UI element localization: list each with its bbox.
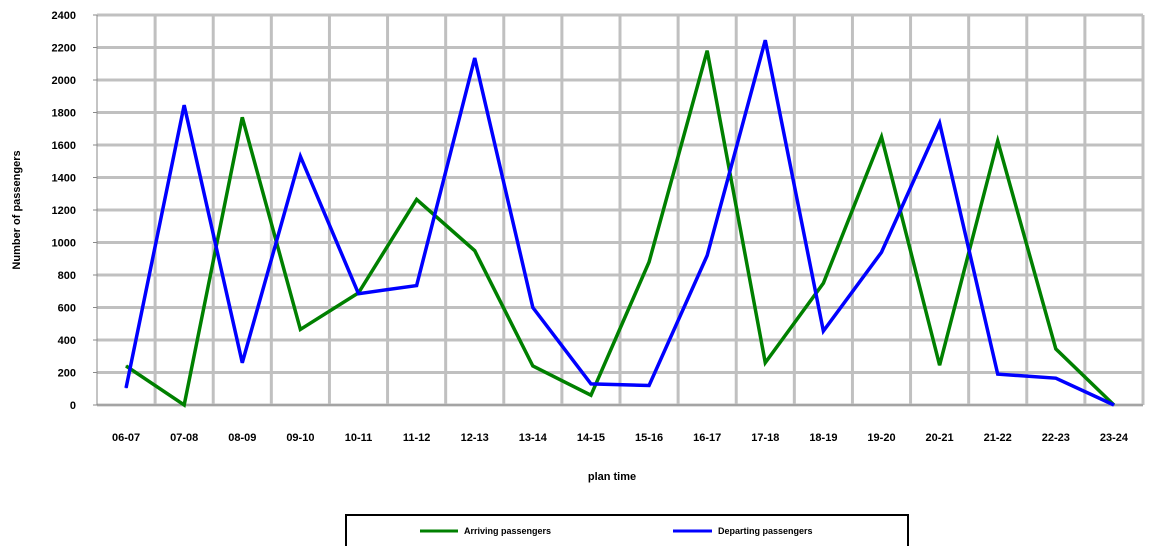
- data-point-s1-0: [125, 387, 127, 389]
- legend-label-arriving: Arriving passengers: [464, 526, 551, 536]
- y-axis-title: Number of passengers: [11, 150, 23, 269]
- axes: [93, 14, 1143, 406]
- x-tick-label: 12-13: [461, 432, 489, 444]
- y-tick-label: 2200: [52, 43, 76, 55]
- data-point-s0-10: [706, 50, 708, 52]
- x-tick-label: 11-12: [403, 432, 431, 444]
- data-point-s1-14: [939, 122, 941, 124]
- data-point-s1-15: [997, 373, 999, 375]
- data-point-s1-2: [241, 362, 243, 364]
- x-tick-labels: 06-07 07-08 08-09 09-10 10-11 11-12 12-13 13-14…: [112, 432, 1129, 444]
- data-point-s1-3: [299, 155, 301, 157]
- data-point-s1-6: [474, 57, 476, 59]
- y-tick-label: 1600: [52, 140, 76, 152]
- y-tick-label: 2400: [52, 10, 76, 22]
- x-tick-label: 20-21: [926, 432, 954, 444]
- x-tick-label: 09-10: [286, 432, 314, 444]
- data-point-s1-12: [822, 330, 824, 332]
- data-point-s0-9: [648, 261, 650, 263]
- y-tick-label: 200: [58, 368, 76, 380]
- data-point-s1-13: [881, 251, 882, 253]
- grid-lines: [97, 13, 1145, 407]
- x-tick-label: 15-16: [635, 432, 663, 444]
- legend: Arriving passengers Departing passengers: [345, 514, 909, 546]
- x-tick-label: 07-08: [170, 432, 198, 444]
- data-point-s1-4: [358, 293, 359, 295]
- data-point-s1-9: [648, 385, 650, 386]
- data-point-s0-16: [1055, 348, 1057, 350]
- x-tick-label: 22-23: [1042, 432, 1070, 444]
- x-tick-label: 06-07: [112, 432, 140, 444]
- data-point-s0-14: [939, 364, 941, 366]
- data-point-s0-6: [474, 250, 476, 252]
- x-tick-label: 18-19: [809, 432, 837, 444]
- data-point-s0-3: [299, 328, 301, 330]
- series-line-0: [125, 50, 1116, 408]
- data-point-s0-2: [241, 116, 243, 118]
- data-point-s0-12: [822, 282, 824, 284]
- x-tick-label: 23-24: [1100, 432, 1129, 444]
- y-tick-label: 1400: [52, 173, 76, 185]
- x-tick-label: 13-14: [519, 432, 548, 444]
- data-point-s0-11: [764, 362, 766, 364]
- x-tick-label: 16-17: [693, 432, 721, 444]
- y-tick-labels: 0 200 400 600 800 1000 1200 1400 1600 1800 2000 220…: [52, 10, 76, 412]
- data-point-s1-5: [416, 285, 418, 287]
- y-tick-label: 400: [58, 335, 76, 347]
- data-point-s0-15: [997, 140, 999, 142]
- data-point-s0-7: [532, 365, 534, 367]
- data-point-s1-1: [183, 104, 185, 106]
- data-point-s0-1: [183, 404, 185, 406]
- legend-label-departing: Departing passengers: [718, 526, 813, 536]
- series-line-1: [124, 39, 1115, 407]
- x-axis-title: plan time: [588, 471, 636, 483]
- x-tick-label: 10-11: [345, 432, 373, 444]
- x-tick-label: 19-20: [867, 432, 895, 444]
- y-tick-label: 600: [58, 303, 76, 315]
- data-point-s1-8: [590, 383, 592, 385]
- y-tick-label: 800: [58, 270, 76, 282]
- y-tick-label: 0: [70, 400, 76, 412]
- series-lines: [124, 39, 1116, 408]
- data-point-s1-17: [1113, 404, 1115, 406]
- data-point-s1-16: [1055, 377, 1057, 379]
- x-tick-label: 17-18: [751, 432, 779, 444]
- x-tick-label: 08-09: [228, 432, 256, 444]
- x-tick-label: 21-22: [984, 432, 1012, 444]
- data-point-s1-10: [706, 255, 708, 256]
- data-point-s0-13: [881, 136, 882, 138]
- data-point-s0-0: [125, 365, 127, 367]
- data-point-s0-8: [590, 394, 592, 396]
- data-point-s0-5: [416, 198, 418, 200]
- x-tick-label: 14-15: [577, 432, 605, 444]
- data-point-s1-11: [764, 39, 766, 41]
- y-tick-label: 2000: [52, 75, 76, 87]
- y-tick-label: 1000: [52, 238, 76, 250]
- y-tick-label: 1200: [52, 205, 76, 217]
- y-tick-label: 1800: [52, 108, 76, 120]
- data-point-s1-7: [532, 307, 534, 308]
